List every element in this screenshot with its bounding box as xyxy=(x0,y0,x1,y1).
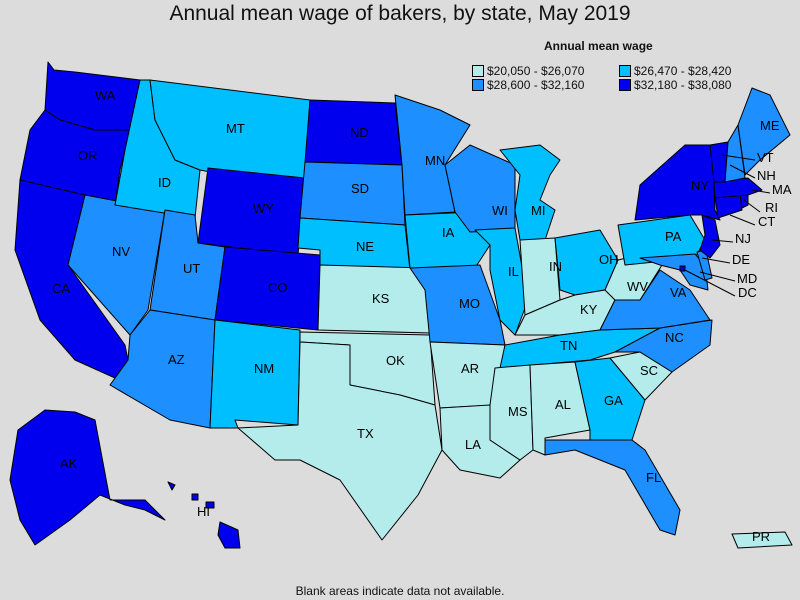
state-label-WV: WV xyxy=(627,279,648,294)
state-label-MT: MT xyxy=(226,121,245,136)
state-label-SC: SC xyxy=(640,363,658,378)
state-label-VA: VA xyxy=(670,285,687,300)
state-label-PR: PR xyxy=(752,529,770,544)
footnote: Blank areas indicate data not available. xyxy=(295,584,505,598)
state-label-NJ: NJ xyxy=(735,231,751,246)
state-AK[interactable] xyxy=(9,409,166,546)
state-NY[interactable] xyxy=(634,144,721,221)
state-label-AR: AR xyxy=(461,361,479,376)
state-label-OK: OK xyxy=(386,353,405,368)
state-NH[interactable] xyxy=(724,124,746,183)
state-DC[interactable] xyxy=(679,265,686,272)
state-label-NM: NM xyxy=(254,361,274,376)
state-label-OR: OR xyxy=(78,148,98,163)
state-label-MO: MO xyxy=(459,296,480,311)
state-label-WY: WY xyxy=(253,201,274,216)
state-label-WI: WI xyxy=(492,203,508,218)
legend-item-1: $20,050 - $26,070 xyxy=(472,64,584,78)
state-label-NV: NV xyxy=(112,244,130,259)
state-label-TX: TX xyxy=(357,426,374,441)
state-label-ND: ND xyxy=(350,125,369,140)
state-label-MD: MD xyxy=(737,271,757,286)
state-HI[interactable] xyxy=(167,481,241,549)
legend-label-3: $28,600 - $32,160 xyxy=(487,78,585,92)
legend-label-1: $20,050 - $26,070 xyxy=(487,64,585,78)
state-label-AK: AK xyxy=(60,456,78,471)
state-label-NY: NY xyxy=(691,178,709,193)
state-label-ME: ME xyxy=(760,118,780,133)
state-label-AL: AL xyxy=(555,397,571,412)
state-NM[interactable] xyxy=(209,319,301,429)
state-label-DE: DE xyxy=(732,252,750,267)
state-label-NC: NC xyxy=(665,330,684,345)
state-label-ID: ID xyxy=(158,175,171,190)
state-PR[interactable] xyxy=(731,531,793,549)
state-label-MA: MA xyxy=(772,182,792,197)
state-label-OH: OH xyxy=(599,252,619,267)
state-label-MN: MN xyxy=(425,153,445,168)
state-label-leader-lines xyxy=(682,154,771,297)
state-label-MS: MS xyxy=(508,404,528,419)
state-ME[interactable] xyxy=(737,87,791,176)
state-label-KS: KS xyxy=(372,291,390,306)
state-label-LA: LA xyxy=(465,437,481,452)
state-label-RI: RI xyxy=(765,200,778,215)
state-label-MI: MI xyxy=(531,203,545,218)
state-MD[interactable] xyxy=(639,253,709,291)
state-label-VT: VT xyxy=(757,150,774,165)
state-label-AZ: AZ xyxy=(168,352,185,367)
state-label-IL: IL xyxy=(508,264,519,279)
state-WY[interactable] xyxy=(197,167,306,256)
state-label-IA: IA xyxy=(442,225,455,240)
state-label-TN: TN xyxy=(560,338,577,353)
state-label-NE: NE xyxy=(356,239,374,254)
state-label-PA: PA xyxy=(665,229,682,244)
state-label-CO: CO xyxy=(268,280,288,295)
map-title: Annual mean wage of bakers, by state, Ma… xyxy=(169,2,631,25)
state-IL[interactable] xyxy=(474,227,529,336)
legend-title: Annual mean wage xyxy=(544,39,653,53)
state-label-SD: SD xyxy=(351,181,369,196)
legend-swatch-4 xyxy=(619,79,631,91)
state-label-WA: WA xyxy=(95,88,116,103)
legend-swatch-2 xyxy=(619,65,631,77)
state-label-GA: GA xyxy=(604,393,623,408)
state-label-CA: CA xyxy=(52,281,70,296)
state-label-CT: CT xyxy=(758,214,775,229)
state-label-FL: FL xyxy=(646,470,661,485)
state-label-UT: UT xyxy=(183,261,200,276)
state-label-NH: NH xyxy=(757,168,776,183)
legend-swatch-1 xyxy=(472,65,484,77)
state-label-DC: DC xyxy=(738,285,757,300)
state-OR[interactable] xyxy=(19,109,131,206)
state-label-KY: KY xyxy=(580,302,598,317)
legend-swatch-3 xyxy=(472,79,484,91)
state-FL[interactable] xyxy=(544,439,681,536)
state-label-HI: HI xyxy=(197,504,210,519)
state-NJ[interactable] xyxy=(699,214,721,259)
legend-item-2: $26,470 - $28,420 xyxy=(619,64,731,78)
legend-label-2: $26,470 - $28,420 xyxy=(634,64,732,78)
legend-item-3: $28,600 - $32,160 xyxy=(472,78,584,92)
state-label-IN: IN xyxy=(549,259,562,274)
state-MI[interactable] xyxy=(499,144,561,241)
legend-item-4: $32,180 - $38,080 xyxy=(619,78,731,92)
legend-label-4: $32,180 - $38,080 xyxy=(634,78,732,92)
state-labels: WA OR CA NV ID MT WY UT AZ CO NM ND SD NE KS OK TX MN IA MO… xyxy=(52,88,792,544)
state-TX[interactable] xyxy=(237,341,443,541)
